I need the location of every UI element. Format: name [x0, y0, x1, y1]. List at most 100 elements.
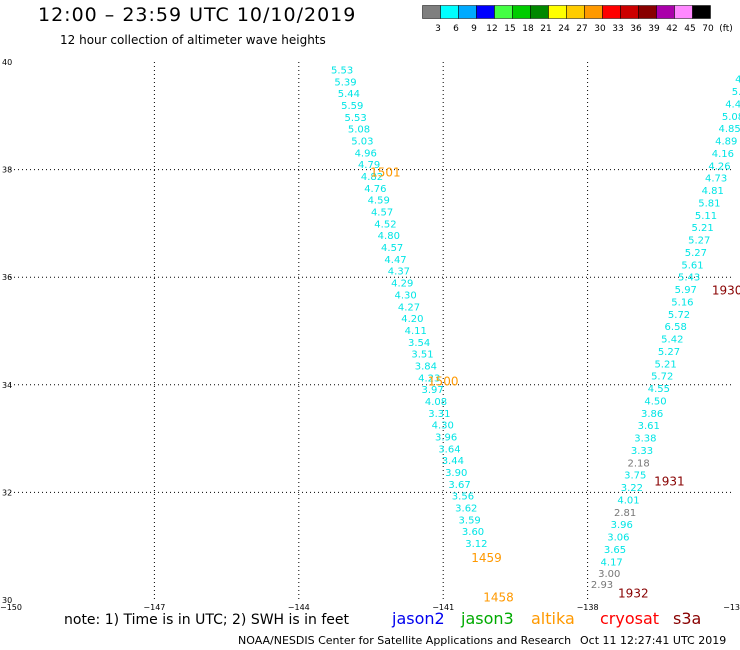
data-point-label: 4.85 — [718, 124, 740, 135]
colorbar-tick-label: 6 — [453, 24, 459, 34]
y-tick-label: 30 — [2, 596, 12, 605]
data-point-label: 4.16 — [712, 149, 734, 160]
data-point-label: 4.20 — [401, 314, 423, 325]
colorbar-tick-label: 39 — [648, 24, 660, 34]
data-point-label: 5.1 — [732, 87, 740, 98]
data-point-label: 5.27 — [688, 236, 710, 247]
colorbar-tick-label: 27 — [576, 24, 587, 34]
y-tick-label: 38 — [2, 166, 12, 175]
legend-sat-altika: altika — [531, 609, 575, 628]
colorbar-tick-label: 45 — [684, 24, 695, 34]
colorbar-swatch — [692, 5, 711, 19]
data-point-label: 3.54 — [408, 338, 430, 349]
chart-title: 12:00 – 23:59 UTC 10/10/2019 — [38, 4, 357, 26]
colorbar-legend: 3 6 9 12 15 18 21 24 27 30 33 36 39 42 45 70 (ft) — [422, 5, 733, 34]
y-tick-label: 40 — [2, 58, 12, 67]
data-point-label: 5.43 — [678, 273, 700, 284]
data-point-label: 4.73 — [705, 174, 727, 185]
data-point-label: 3.51 — [411, 350, 433, 361]
data-point-label: 4.57 — [381, 243, 403, 254]
data-point-label: 2.93 — [591, 580, 613, 591]
y-tick-label: 32 — [2, 488, 12, 497]
pass-time-label: 1458 — [483, 590, 514, 604]
data-point-label: 4.57 — [371, 208, 393, 219]
data-point-label: 3.22 — [621, 483, 643, 494]
data-point-label: 5.44 — [338, 89, 360, 100]
data-point-label: 4.79 — [358, 160, 380, 171]
data-point-label: 3.56 — [452, 492, 474, 503]
x-tick-label: −150 — [0, 603, 22, 612]
data-point-label: 3.12 — [465, 539, 487, 550]
data-point-label: 3.62 — [455, 503, 477, 514]
data-point-label: 4.48 — [725, 99, 740, 110]
colorbar-tick-label: 12 — [486, 24, 497, 34]
data-point-label: 5.08 — [722, 112, 740, 123]
data-point-label: 5.27 — [658, 347, 680, 358]
colorbar-tick-label: 24 — [558, 24, 570, 34]
data-point-label: 4.55 — [648, 384, 670, 395]
colorbar-tick-label: 42 — [666, 24, 677, 34]
data-point-label: 3.61 — [638, 421, 660, 432]
x-tick-label: −147 — [143, 603, 165, 612]
pass-time-label: 1500 — [428, 375, 459, 389]
colorbar-tick-label: 15 — [504, 24, 515, 34]
legend-sat-s3a: s3a — [673, 609, 702, 628]
data-point-label: 4.52 — [374, 219, 396, 230]
data-point-label: 4.47 — [384, 255, 406, 266]
data-point-label: 3.96 — [611, 520, 633, 531]
y-tick-label: 34 — [2, 381, 12, 390]
x-tick-label: −141 — [432, 603, 454, 612]
data-point-label: 4.76 — [364, 184, 386, 195]
data-point-label: 4.7 — [735, 75, 740, 86]
data-point-label: 4.96 — [355, 148, 377, 159]
data-point-label: 4.89 — [715, 137, 737, 148]
data-point-label: 3.06 — [607, 533, 629, 544]
data-point-label: 4.37 — [388, 267, 410, 278]
data-point-label: 3.00 — [598, 569, 620, 580]
footer-credit: NOAA/NESDIS Center for Satellite Applica… — [238, 634, 572, 647]
data-point-label: 3.96 — [435, 432, 457, 443]
legend-sat-jason2: jason2 — [392, 609, 445, 628]
pass-time-label: 1931 — [654, 475, 685, 489]
pass-time-label: 1459 — [471, 551, 502, 565]
data-point-label: 4.23 — [418, 373, 440, 384]
data-point-label: 5.08 — [348, 125, 370, 136]
data-point-label: 3.33 — [631, 446, 653, 457]
legend-sat-jason3: jason3 — [461, 609, 514, 628]
data-point-label: 4.82 — [361, 172, 383, 183]
data-point-label: 5.03 — [351, 137, 373, 148]
colorbar-tick-label: 21 — [540, 24, 551, 34]
data-point-label: 5.21 — [692, 223, 714, 234]
data-point-label: 5.81 — [698, 198, 720, 209]
data-point-label: 3.65 — [604, 545, 626, 556]
colorbar-tick-label: 70 — [702, 24, 714, 34]
data-point-label: 3.44 — [442, 456, 464, 467]
data-point-label: 4.59 — [368, 196, 390, 207]
footer-note: note: 1) Time is in UTC; 2) SWH is in fe… — [64, 612, 350, 628]
data-point-label: 4.17 — [601, 557, 623, 568]
data-point-label: 5.72 — [651, 372, 673, 383]
data-point-label: 3.31 — [428, 409, 450, 420]
data-point-label: 2.18 — [627, 458, 649, 469]
data-point-label: 5.42 — [661, 335, 683, 346]
data-point-label: 3.67 — [448, 480, 470, 491]
data-point-label: 3.90 — [445, 468, 467, 479]
data-point-label: 4.26 — [708, 161, 730, 172]
data-point-label: 5.27 — [685, 248, 707, 259]
data-point-label: 5.61 — [681, 260, 703, 271]
data-point-label: 5.39 — [334, 77, 356, 88]
pass-time-label: 1930 — [712, 284, 740, 298]
colorbar-tick-label: 30 — [594, 24, 606, 34]
data-point-label: 5.53 — [331, 66, 353, 77]
data-point-label: 5.11 — [695, 211, 717, 222]
data-point-label: 4.81 — [702, 186, 724, 197]
data-point-label: 2.81 — [614, 508, 636, 519]
data-point-label: 3.97 — [421, 385, 443, 396]
data-point-label: 4.11 — [405, 326, 427, 337]
data-point-label: 4.29 — [391, 279, 413, 290]
data-point-label: 4.08 — [425, 397, 447, 408]
pass-time-label: 1932 — [618, 587, 649, 601]
data-point-label: 3.75 — [624, 471, 646, 482]
data-point-label: 4.30 — [432, 421, 454, 432]
data-point-label: 3.64 — [438, 444, 460, 455]
